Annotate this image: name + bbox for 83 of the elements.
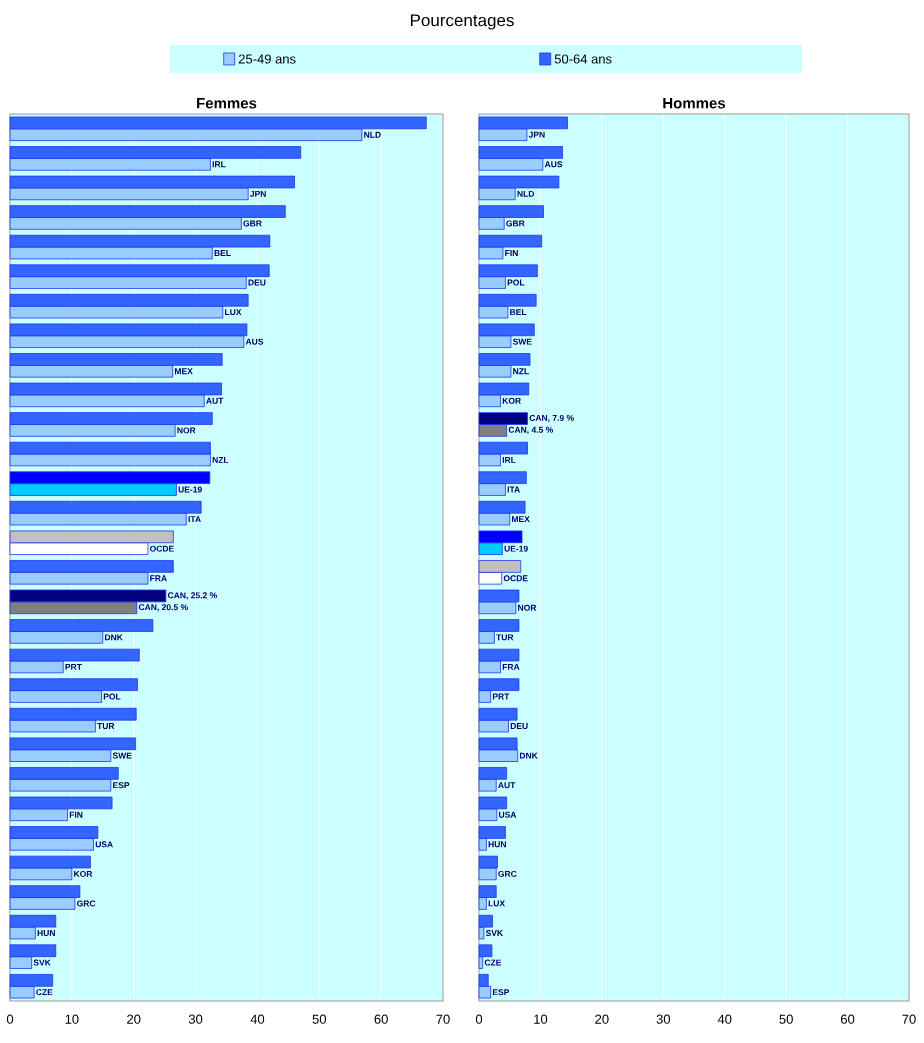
y-tick-label: CZE [36,989,53,996]
data-label: CAN, 7.9 % [529,414,574,423]
y-tick-label: UE-19 [504,545,528,552]
text: Pourcentages [410,14,514,30]
y-tick-label: NLD [364,131,381,138]
y-tick-label: ESP [492,989,510,996]
data-label: CAN, 20.5 % [138,604,188,612]
y-tick-label: KOR [74,870,93,877]
y-tick-label: ITA [507,486,520,493]
y-tick-label: GRC [498,870,517,877]
y-tick-label: IRL [212,161,226,168]
x-tick-label: 20 [595,1014,609,1024]
x-tick-label: 50 [779,1014,793,1024]
y-tick-label: FRA [502,663,520,670]
x-tick-label: 70 [436,1014,450,1024]
y-tick-label: BEL [510,309,527,316]
y-tick-label: AUS [544,161,563,168]
y-tick-label: USA [499,811,517,818]
x-tick-label: 0 [475,1014,483,1024]
y-tick-label: LUX [488,900,506,907]
y-tick-label: JPN [249,190,266,197]
x-tick-label: 50 [312,1014,327,1024]
y-tick-label: FRA [150,575,167,582]
x-tick-label: 20 [127,1014,141,1024]
y-tick-label: GRC [77,900,96,907]
x-tick-label: 10 [534,1014,548,1024]
data-label: CAN, 4.5 % [508,426,553,435]
y-tick-label: MEX [511,516,530,522]
x-tick-label: 70 [902,1014,916,1024]
y-tick-label: LUX [225,309,242,316]
y-tick-label: DEU [510,723,528,730]
y-tick-label: PRT [65,663,82,670]
y-tick-label: JPN [528,131,545,138]
y-tick-label: FIN [69,811,83,818]
x-tick-label: 0 [6,1014,14,1024]
y-tick-label: SVK [33,959,51,966]
data-label: CAN, 25.2 % [167,592,217,600]
y-tick-label: UE-19 [178,486,202,493]
y-tick-label: SVK [485,930,504,937]
x-tick-label: 30 [656,1014,671,1024]
y-tick-label: TUR [496,634,514,641]
y-tick-label: MEX [174,368,193,375]
x-tick-label: 30 [188,1014,203,1024]
x-tick-label: 10 [65,1014,79,1024]
y-tick-label: ITA [188,516,201,522]
y-tick-label: AUT [498,782,516,789]
y-tick-label: BEL [214,250,231,256]
legend-label: 25-49 ans [238,54,296,64]
y-tick-label: NOR [177,427,196,434]
chart-title: Femmes [197,98,257,109]
y-tick-label: IRL [502,457,516,463]
legend-label: 50-64 ans [554,54,612,64]
y-tick-label: PRT [492,693,510,700]
y-tick-label: TUR [97,723,115,730]
y-tick-label: DEU [248,279,266,286]
y-tick-label: KOR [502,397,521,404]
y-tick-label: USA [95,841,113,848]
x-tick-label: 40 [250,1014,265,1024]
y-tick-label: OCDE [149,545,174,552]
y-tick-label: FIN [505,250,518,256]
y-tick-label: NZL [212,457,229,463]
y-tick-label: POL [103,693,121,700]
y-tick-label: DNK [105,634,123,641]
y-tick-label: NOR [518,604,537,611]
y-tick-label: HUN [37,930,55,936]
y-tick-label: CZE [484,959,502,966]
y-tick-label: GBR [243,220,262,227]
y-tick-label: SWE [512,338,532,345]
chart-title: Hommes [663,98,726,109]
y-tick-label: SWE [112,752,132,759]
y-tick-label: POL [507,279,525,286]
y-tick-label: NLD [517,190,535,197]
x-tick-label: 60 [841,1014,855,1024]
x-tick-label: 60 [374,1014,388,1024]
y-tick-label: NZL [513,368,529,375]
y-tick-label: OCDE [503,575,528,582]
y-tick-label: ESP [113,782,130,789]
y-tick-label: GBR [506,220,525,227]
y-tick-label: HUN [488,841,506,848]
y-tick-label: DNK [519,752,538,759]
y-tick-label: AUS [245,338,264,345]
y-tick-label: AUT [206,397,224,404]
x-tick-label: 40 [717,1014,732,1024]
